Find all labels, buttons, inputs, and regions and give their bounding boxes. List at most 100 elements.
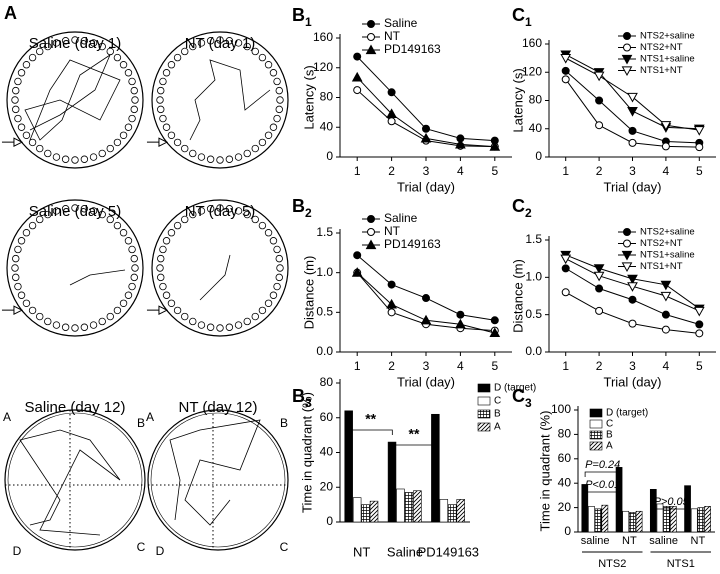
hole	[167, 299, 176, 307]
point	[422, 294, 430, 303]
hole	[28, 53, 37, 62]
hole	[28, 221, 37, 230]
hole	[273, 114, 281, 123]
hole	[167, 131, 176, 139]
point	[628, 138, 637, 147]
maze	[147, 409, 289, 551]
hole	[264, 61, 273, 69]
hole	[98, 149, 106, 158]
hole	[89, 153, 98, 161]
hole	[234, 153, 243, 161]
legend-swatch	[589, 408, 603, 418]
hole	[113, 221, 122, 230]
quadrant-label: A	[3, 410, 11, 424]
hole	[275, 86, 283, 95]
x-tick-label: 2	[388, 359, 395, 373]
hole	[61, 323, 70, 331]
x-axis-label: Trial (day)	[603, 179, 661, 194]
point	[661, 325, 670, 334]
hole	[14, 114, 22, 123]
legend-label: B	[494, 409, 501, 420]
y-axis-label: Latency (s)	[510, 68, 525, 132]
x-tick-label: NT	[622, 535, 637, 547]
legend-label: NTS2+NT	[640, 42, 683, 53]
x-tick-label: 1	[354, 164, 361, 178]
y-tick-label: 1.5	[525, 232, 542, 246]
group-label: NTS2	[598, 558, 626, 570]
point	[561, 66, 570, 75]
point	[560, 254, 572, 265]
hole	[264, 229, 273, 237]
bar	[622, 510, 630, 533]
group-label: NTS1	[667, 558, 695, 570]
legend-marker	[365, 44, 377, 55]
hole	[162, 237, 171, 245]
point	[693, 306, 705, 317]
point	[628, 126, 637, 135]
bar	[352, 497, 362, 523]
point	[422, 124, 430, 133]
hole	[89, 321, 98, 329]
hole	[206, 155, 215, 163]
hole	[216, 324, 224, 332]
hole	[264, 131, 273, 139]
hole	[130, 254, 138, 263]
hole	[71, 204, 79, 212]
legend-marker	[367, 20, 375, 28]
x-tick-label: 5	[491, 359, 498, 373]
hole	[71, 156, 79, 164]
hole	[269, 237, 278, 245]
y-tick-label: 80	[320, 375, 334, 389]
hole	[36, 215, 44, 224]
y-tick-label: 20	[558, 500, 572, 514]
legend-marker	[621, 250, 633, 261]
annotation: **	[365, 411, 376, 427]
point	[661, 310, 670, 319]
bracket	[584, 471, 620, 477]
legend-marker	[621, 54, 633, 65]
hole	[14, 245, 22, 254]
hole	[173, 221, 182, 230]
hole	[80, 155, 89, 163]
hole	[162, 123, 171, 131]
hole	[28, 138, 37, 147]
legend-label: C	[494, 396, 501, 407]
hole	[162, 69, 171, 77]
legend-label: NTS2+saline	[640, 31, 695, 42]
panel-label: B	[292, 386, 305, 406]
hole	[98, 42, 106, 51]
legend-label: Saline	[384, 16, 418, 30]
panel-subscript: 1	[525, 15, 532, 29]
y-tick-label: 0	[535, 149, 542, 163]
legend-marker	[621, 262, 633, 273]
hole	[206, 37, 215, 45]
bracket	[348, 429, 393, 435]
legend-swatch	[589, 430, 603, 440]
x-tick-label: 3	[629, 359, 636, 373]
hole	[36, 312, 44, 321]
hole	[106, 144, 114, 153]
maze-inner	[7, 412, 143, 548]
point	[627, 282, 638, 292]
point	[660, 291, 672, 302]
hole	[36, 144, 44, 153]
point	[353, 52, 362, 61]
hole	[157, 105, 165, 114]
y-tick-label: 20	[320, 479, 334, 493]
legend-label: Saline	[384, 211, 418, 225]
hole	[128, 77, 136, 86]
y-axis-label: Distance (m)	[510, 259, 525, 333]
hole	[173, 53, 182, 62]
hole	[17, 291, 26, 299]
point	[561, 75, 570, 84]
hole	[128, 282, 136, 291]
bar	[404, 492, 414, 523]
point	[595, 96, 604, 105]
x-tick-label: saline	[581, 535, 610, 547]
hole	[243, 149, 251, 158]
hole	[189, 42, 197, 51]
y-tick-label: 0.5	[525, 307, 542, 321]
legend-swatch	[477, 383, 491, 393]
